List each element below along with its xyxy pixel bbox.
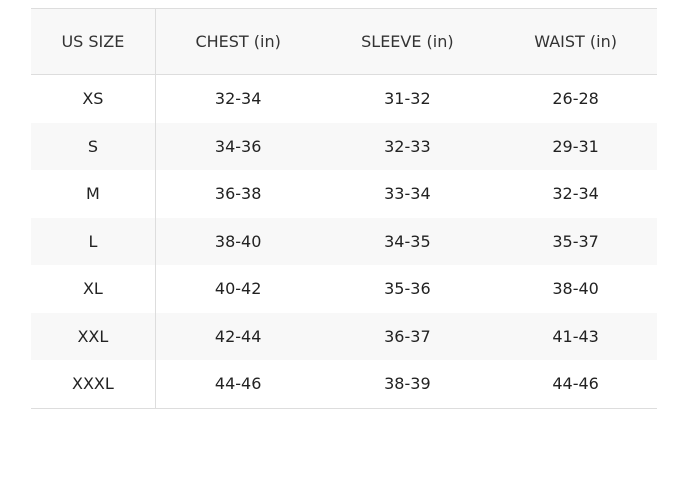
cell-sleeve: 36-37 [320,312,495,360]
cell-waist: 26-28 [552,89,599,109]
table-row: XXL 42-44 36-37 41-43 [31,312,657,360]
cell-size: XS [31,74,156,123]
table-row: XXXL 44-46 38-39 44-46 [31,360,657,408]
header-sleeve: SLEEVE (in) [320,8,495,75]
table-row: M 36-38 33-34 32-34 [31,170,657,218]
size-chart-table: US SIZE CHEST (in) SLEEVE (in) WAIST (in… [31,8,657,409]
table-row: S 34-36 32-33 29-31 [31,122,657,170]
header-row: US SIZE CHEST (in) SLEEVE (in) WAIST (in… [31,8,657,75]
cell-sleeve: 33-34 [384,184,431,204]
cell-chest: 40-42 [214,279,262,299]
table-row: L 38-40 34-35 35-37 [31,217,657,265]
cell-chest: 36-38 [214,184,262,204]
cell-chest: 38-40 [155,217,321,265]
header-chest: CHEST (in) [155,8,321,75]
cell-size: XXXL [31,360,156,408]
cell-waist: 44-46 [552,374,599,394]
cell-chest: 32-34 [214,89,262,109]
table-row: XS 32-34 31-32 26-28 [31,74,657,123]
cell-waist: 41-43 [494,312,657,360]
cell-size: L [31,217,156,265]
cell-sleeve: 38-39 [384,374,431,394]
cell-waist: 35-37 [494,217,657,265]
cell-chest: 34-36 [155,122,321,170]
table-row: XL 40-42 35-36 38-40 [31,265,657,313]
cell-sleeve: 32-33 [320,122,495,170]
cell-waist: 29-31 [494,122,657,170]
cell-size: XXL [31,312,156,360]
cell-size: XL [31,265,156,313]
cell-chest: 42-44 [155,312,321,360]
header-waist: WAIST (in) [494,8,657,75]
cell-waist: 38-40 [552,279,599,299]
cell-chest: 44-46 [214,374,262,394]
cell-waist: 32-34 [552,184,599,204]
header-us-size: US SIZE [31,8,156,75]
cell-size: S [31,122,156,170]
cell-sleeve: 35-36 [384,279,431,299]
cell-sleeve: 34-35 [320,217,495,265]
cell-size: M [31,170,156,218]
cell-sleeve: 31-32 [384,89,431,109]
